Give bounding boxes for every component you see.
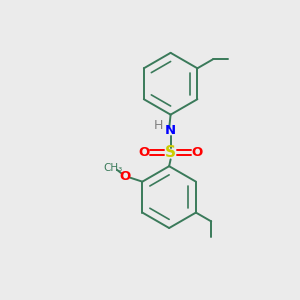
Text: CH₃: CH₃ [103,163,122,173]
Text: H: H [154,119,164,132]
Text: S: S [165,146,176,160]
Text: N: N [165,124,176,137]
Text: O: O [120,170,131,183]
Text: O: O [191,146,203,159]
Text: O: O [139,146,150,159]
